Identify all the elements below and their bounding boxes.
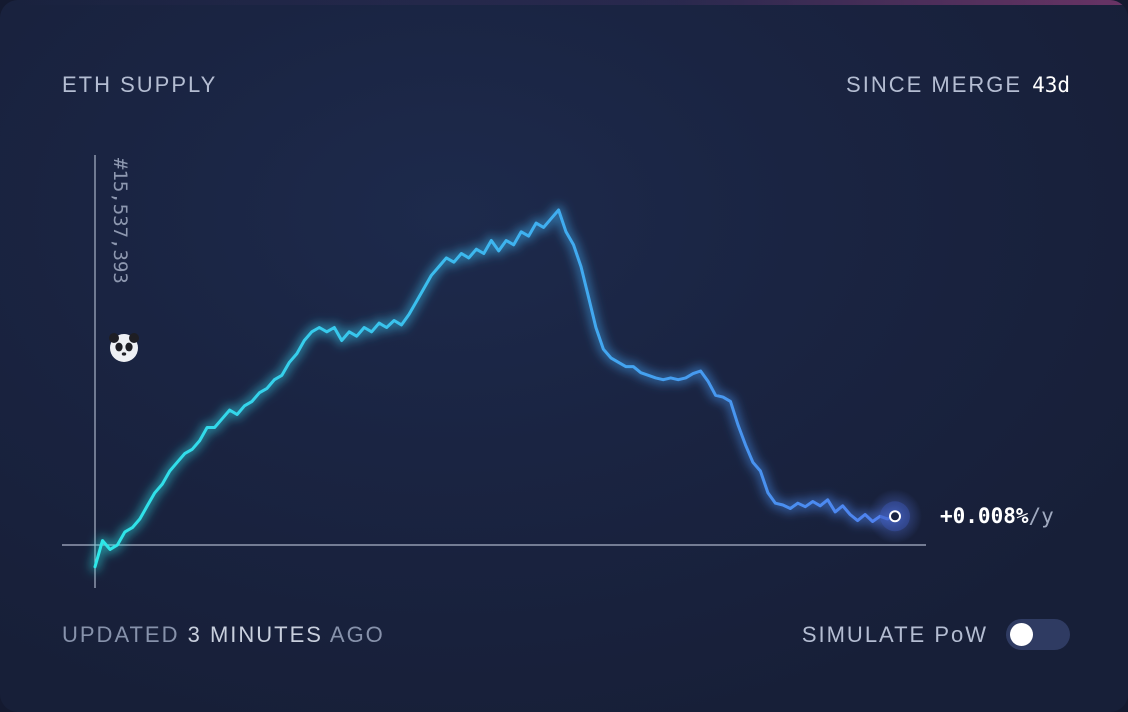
period-label: SINCE MERGE [846, 72, 1023, 97]
toggle-knob [1010, 623, 1033, 646]
simulate-pow-control: SIMULATE PoW [802, 619, 1070, 650]
simulate-pow-toggle[interactable] [1006, 619, 1070, 650]
updated-time: 3 MINUTES [187, 622, 323, 647]
updated-status: UPDATED 3 MINUTES AGO [62, 622, 385, 648]
pulse-dot-icon [868, 489, 922, 544]
card-title: ETH SUPPLY [62, 72, 218, 97]
period-value: 43d [1032, 73, 1070, 97]
merge-block-label: #15,537,393 [109, 158, 131, 284]
supply-line-series [93, 208, 897, 569]
simulate-pow-label: SIMULATE PoW [801, 621, 988, 647]
updated-suffix: AGO [329, 622, 385, 647]
top-glow-border [0, 0, 1128, 5]
current-rate-label: +0.008%/y [940, 504, 1054, 528]
period-selector[interactable]: SINCE MERGE 43d [846, 72, 1070, 98]
supply-line-glow [90, 205, 900, 572]
current-rate-value: +0.008% [940, 504, 1029, 528]
updated-prefix: UPDATED [62, 622, 180, 647]
current-rate-unit: /y [1029, 504, 1054, 528]
panda-icon [109, 333, 139, 362]
